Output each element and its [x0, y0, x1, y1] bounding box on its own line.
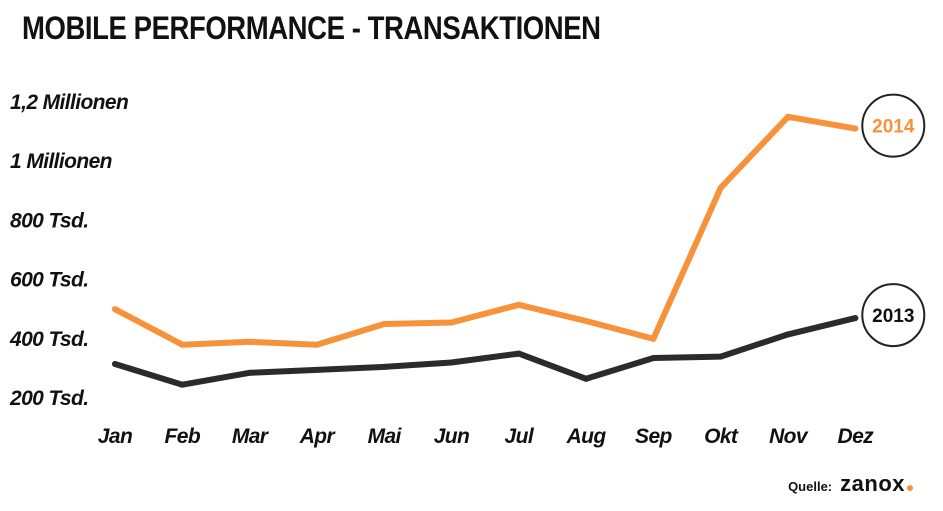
- x-tick-label: Okt: [704, 425, 739, 448]
- x-tick-label: Apr: [299, 425, 337, 448]
- data-point-2013: [112, 360, 118, 367]
- y-tick-label: 1,2 Millionen: [10, 91, 128, 114]
- data-point-2013: [717, 353, 724, 360]
- series-badge-label: 2014: [872, 117, 915, 138]
- data-point-2013: [246, 369, 253, 376]
- series-badge-label: 2013: [872, 306, 914, 327]
- data-point-2014: [112, 306, 118, 313]
- series-badge-2014: [861, 93, 926, 158]
- data-point-2014: [852, 125, 859, 132]
- source-credit: Quelle: zanox: [788, 471, 913, 497]
- data-point-2014: [246, 338, 253, 345]
- x-axis-ticks: Jan Feb Mar Apr Mai Jun Jul Aug Sep Okt Nov Dez: [98, 425, 875, 448]
- x-tick-label: Jun: [434, 425, 470, 448]
- data-point-2013: [650, 355, 657, 362]
- data-point-2014: [785, 113, 791, 120]
- data-point-2014: [381, 321, 388, 327]
- data-point-2013: [515, 350, 522, 357]
- data-point-2014: [717, 184, 724, 191]
- y-tick-label: 200 Tsd.: [9, 387, 88, 410]
- x-tick-label: Jul: [505, 425, 535, 448]
- data-point-2013: [313, 366, 320, 373]
- y-tick-label: 600 Tsd.: [10, 269, 88, 292]
- y-axis-ticks: 200 Tsd. 400 Tsd. 600 Tsd. 800 Tsd. 1 Millio…: [9, 91, 129, 410]
- chart-title: MOBILE PERFORMANCE - TRANSAKTIONEN: [22, 10, 601, 46]
- data-point-2014: [448, 319, 455, 326]
- y-tick-label: 400 Tsd.: [9, 328, 88, 351]
- data-point-2013: [179, 381, 186, 388]
- x-tick-label: Sep: [635, 425, 672, 448]
- data-point-2014: [313, 341, 320, 348]
- x-tick-label: Mai: [368, 425, 403, 448]
- data-point-2013: [448, 359, 455, 366]
- data-point-2013: [852, 315, 859, 322]
- series-badge-2013: [861, 283, 926, 348]
- logo-text: zanox: [840, 471, 905, 496]
- x-tick-label: Dez: [838, 425, 875, 448]
- data-point-2013: [381, 363, 388, 370]
- x-tick-label: Aug: [566, 425, 607, 448]
- data-point-2013: [785, 331, 791, 338]
- data-point-2013: [583, 375, 590, 382]
- logo-dot: [907, 485, 913, 491]
- zanox-logo: zanox: [840, 471, 913, 497]
- data-point-2014: [179, 341, 186, 348]
- x-tick-label: Jan: [98, 425, 132, 448]
- source-label: Quelle:: [788, 479, 833, 494]
- series-badges: 2014 2013: [861, 93, 926, 348]
- y-tick-label: 1 Millionen: [10, 150, 112, 173]
- data-point-2014: [650, 335, 657, 342]
- series-line-2014: [112, 113, 859, 348]
- data-point-2014: [583, 318, 590, 325]
- x-tick-label: Mar: [232, 425, 270, 448]
- x-tick-label: Feb: [165, 425, 201, 448]
- data-point-2014: [515, 301, 522, 308]
- x-tick-label: Nov: [769, 425, 809, 448]
- series-line-2013: [112, 315, 859, 388]
- y-tick-label: 800 Tsd.: [10, 209, 88, 232]
- series-lines: [112, 113, 859, 388]
